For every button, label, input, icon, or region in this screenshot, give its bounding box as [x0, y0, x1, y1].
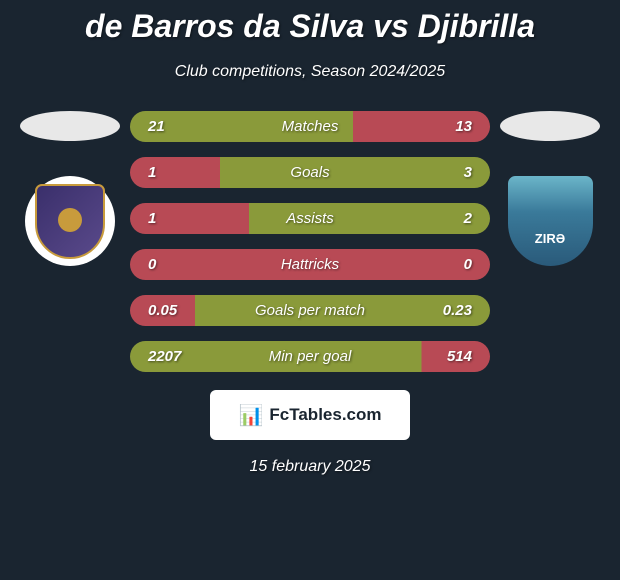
stat-value-right: 2 [412, 210, 472, 227]
stat-value-right: 13 [412, 118, 472, 135]
comparison-container: 21 Matches 13 1 Goals 3 1 Assists 2 0 Hattricks 0 0.… [0, 111, 620, 372]
stat-value-right: 0 [412, 256, 472, 273]
source-badge[interactable]: 📊 FcTables.com [210, 390, 410, 440]
stat-value-left: 1 [148, 164, 208, 181]
stat-value-right: 514 [412, 348, 472, 365]
stat-value-right: 3 [412, 164, 472, 181]
stat-label: Matches [282, 118, 339, 135]
stat-label: Hattricks [281, 256, 339, 273]
stat-value-left: 0.05 [148, 302, 208, 319]
player-right-photo [500, 111, 600, 141]
club-logo-right [505, 176, 595, 266]
stat-row: 0.05 Goals per match 0.23 [130, 295, 490, 326]
footer-date: 15 february 2025 [0, 458, 620, 476]
chart-icon: 📊 [238, 403, 263, 428]
player-right-side [490, 111, 610, 266]
stat-value-left: 21 [148, 118, 208, 135]
stat-row: 0 Hattricks 0 [130, 249, 490, 280]
stat-label: Goals per match [255, 302, 365, 319]
season-subtitle: Club competitions, Season 2024/2025 [0, 63, 620, 81]
stat-value-right: 0.23 [412, 302, 472, 319]
stat-value-left: 1 [148, 210, 208, 227]
stat-row: 1 Goals 3 [130, 157, 490, 188]
player-left-photo [20, 111, 120, 141]
stat-row: 1 Assists 2 [130, 203, 490, 234]
stat-label: Goals [290, 164, 329, 181]
stat-row: 2207 Min per goal 514 [130, 341, 490, 372]
stat-value-left: 0 [148, 256, 208, 273]
stat-label: Assists [286, 210, 334, 227]
stat-row: 21 Matches 13 [130, 111, 490, 142]
player-left-side [10, 111, 130, 266]
club-badge-left [35, 184, 105, 259]
stats-column: 21 Matches 13 1 Goals 3 1 Assists 2 0 Hattricks 0 0.… [130, 111, 490, 372]
source-badge-text: FcTables.com [269, 405, 381, 425]
stat-label: Min per goal [269, 348, 352, 365]
club-badge-right [508, 176, 593, 266]
stat-value-left: 2207 [148, 348, 208, 365]
club-logo-left [25, 176, 115, 266]
page-title: de Barros da Silva vs Djibrilla [0, 0, 620, 45]
